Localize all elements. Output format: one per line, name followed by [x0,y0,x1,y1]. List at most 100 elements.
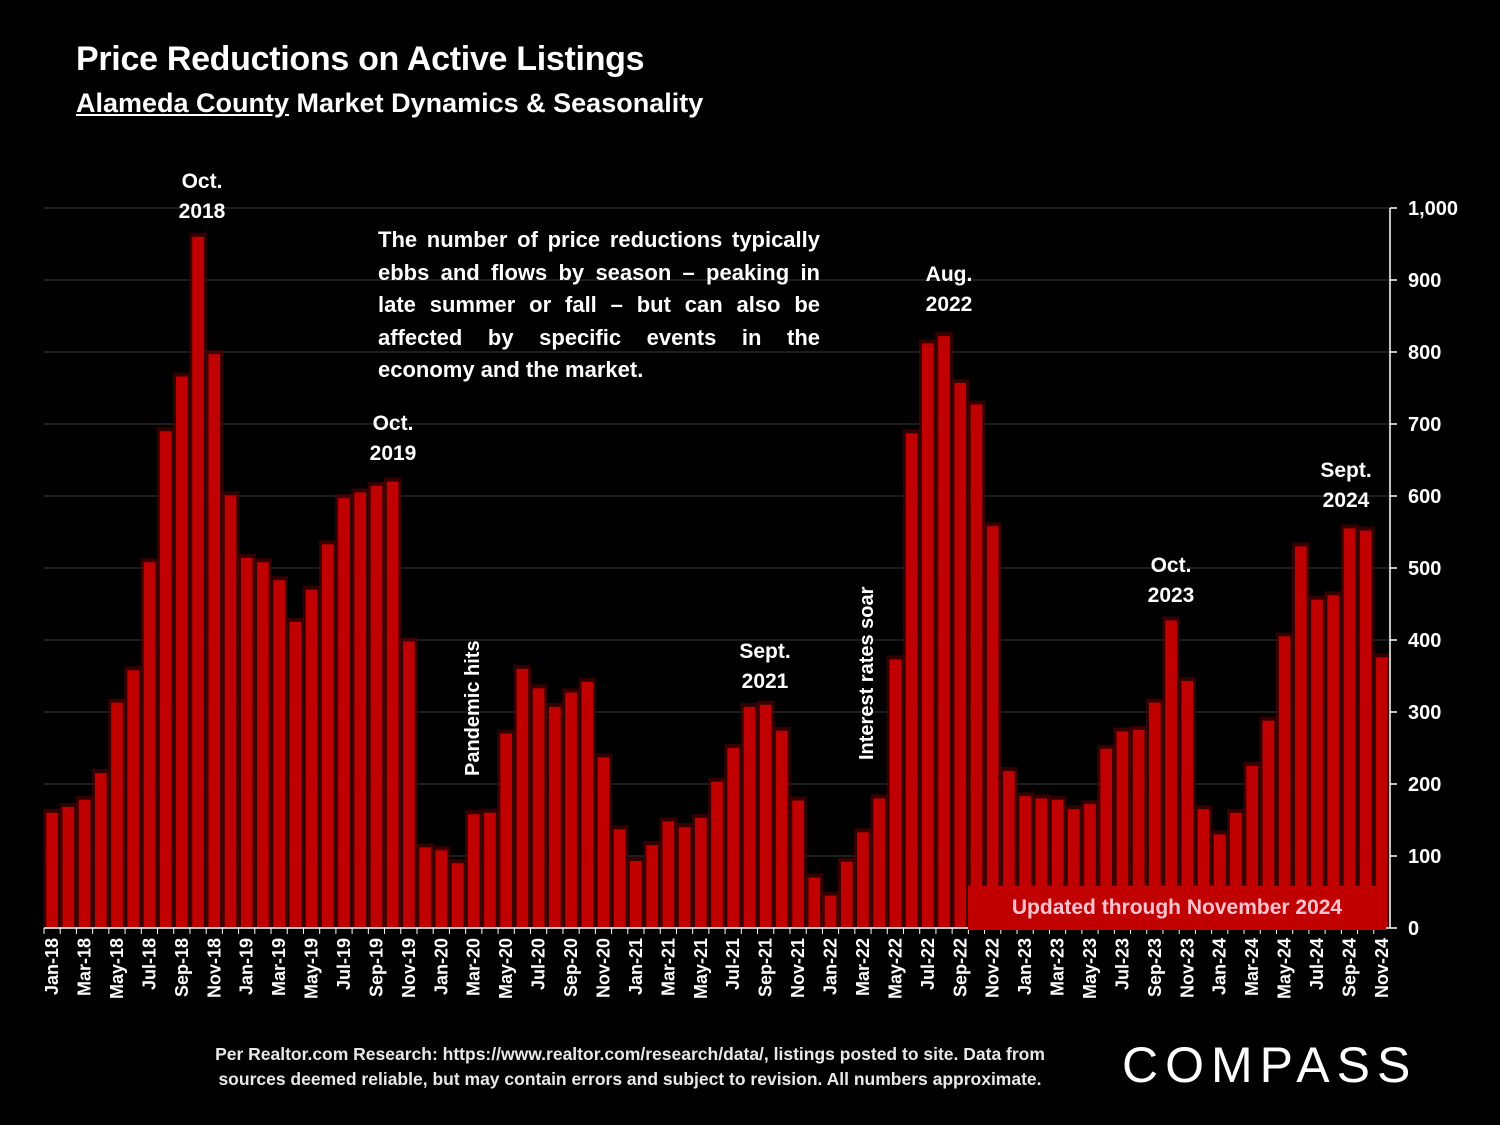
y-tick-label: 400 [1408,630,1441,652]
x-tick-label: Jul-21 [723,938,743,990]
bar [565,692,577,928]
y-tick-label: 100 [1408,846,1441,868]
bar [1262,720,1275,928]
chart-title: Price Reductions on Active Listings [76,40,645,78]
x-tick-label: May-19 [302,938,322,999]
bar [1035,798,1048,928]
bar [792,800,804,928]
x-tick-label: Nov-18 [204,938,224,998]
bar [889,659,902,928]
bar [240,557,253,928]
annotation-interest-rates: Interest rates soar [856,586,878,760]
bar [1359,530,1372,928]
bar [435,850,448,928]
annotation-sept-2021: Sept. 2021 [739,640,791,693]
y-tick-label: 700 [1408,414,1441,436]
bar [548,706,561,928]
bar [192,236,204,929]
x-tick-label: May-20 [496,938,516,999]
bar [824,895,837,928]
bar [938,336,950,928]
bar [338,498,350,928]
source-line-2: sources deemed reliable, but may contain… [218,1069,1042,1089]
annotation-pandemic: Pandemic hits [462,640,484,776]
annotation-oct-2019: Oct. 2019 [369,412,417,465]
bar [905,433,918,928]
bar [484,812,496,928]
bar [224,495,237,928]
bar [321,544,334,928]
bar [1100,748,1113,928]
bar [743,706,756,928]
chart-subtitle: Alameda County Market Dynamics & Seasona… [76,88,703,119]
bar [208,354,221,928]
bar [289,622,302,928]
x-tick-label: Jan-24 [1210,938,1230,995]
bar [678,827,691,928]
annotation-oct-2023: Oct. 2023 [1147,554,1195,607]
bar [111,702,123,928]
bar [776,730,788,928]
y-tick-label: 0 [1408,918,1419,940]
x-tick-label: Mar-22 [853,938,873,996]
x-tick-label: Jul-24 [1307,938,1327,990]
bar [1294,546,1307,928]
y-tick-label: 800 [1408,342,1441,364]
bar [857,832,869,928]
annotation-sept-2024: Sept. 2024 [1320,459,1372,512]
bar [1132,730,1145,928]
x-tick-label: Nov-19 [399,938,419,998]
x-tick-label: Mar-20 [464,938,484,996]
x-tick-label: Sep-19 [366,938,386,997]
x-tick-label: May-22 [885,938,905,999]
bar [46,812,58,928]
bar [1197,809,1210,928]
y-tick-label: 900 [1408,270,1441,292]
bar [419,847,431,928]
x-tick-label: Mar-19 [269,938,289,996]
x-tick-label: Jan-21 [626,938,646,995]
y-tick-label: 500 [1408,558,1441,580]
bar [1327,595,1340,928]
explanatory-note: The number of price reductions typically… [378,227,820,382]
bar [711,781,723,928]
x-tick-label: Jan-22 [821,938,841,995]
x-tick-label: Jul-23 [1112,938,1132,990]
x-tick-label: Sep-20 [561,938,581,997]
x-tick-label: May-21 [691,938,711,999]
bar [94,773,107,928]
x-axis: Jan-18 Mar-18 May-18 Jul-18 Sep-18 Nov-18 Jan-… [42,927,1392,999]
x-tick-label: May-18 [107,938,127,999]
x-tick-label: Jul-19 [334,938,354,990]
x-tick-label: Nov-21 [788,938,808,998]
bar [646,845,658,928]
bar [1230,812,1242,928]
bar [1181,681,1194,928]
bar [467,814,480,928]
x-tick-label: Jan-18 [42,938,62,995]
bar [354,492,367,928]
bar [662,821,675,928]
bar [1343,528,1356,928]
annotation-oct-2018: Oct. 2018 [178,170,226,223]
bar [921,343,934,928]
bar [451,863,464,928]
bar [970,404,983,928]
bar [1376,657,1388,928]
x-tick-label: Mar-21 [658,938,678,996]
x-tick-label: May-23 [1080,938,1100,999]
bar [694,817,707,928]
x-tick-label: Sep-18 [172,938,192,997]
subtitle-rest: Market Dynamics & Seasonality [289,88,704,118]
bar [305,589,318,928]
bar [759,704,772,928]
bar [954,382,967,929]
bar [62,807,75,928]
bar [1149,702,1161,928]
bar [403,641,415,928]
bar [1084,804,1096,928]
bar [386,481,399,928]
y-tick-label: 300 [1408,702,1441,724]
x-tick-label: May-24 [1275,938,1295,999]
x-tick-label: Jan-20 [431,938,451,995]
